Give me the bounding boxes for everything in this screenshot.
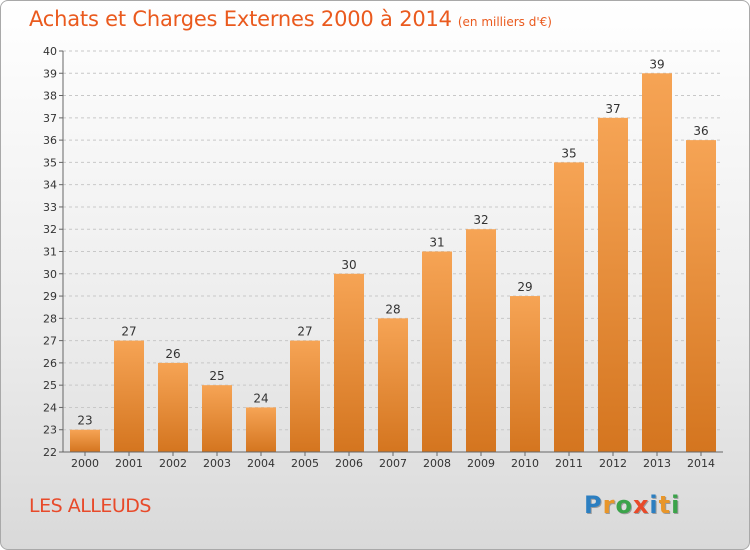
y-tick-label: 33 — [43, 201, 57, 214]
title-text: Achats et Charges Externes 2000 à 2014 — [29, 7, 452, 31]
x-tick-label: 2004 — [247, 457, 275, 470]
data-label-2012: 37 — [605, 102, 620, 116]
bar-2000 — [70, 429, 100, 452]
bar-2014 — [686, 140, 716, 452]
bar-2004 — [246, 407, 276, 452]
x-axis-ticks: 2000 2001 2002 2003 2004 2005 2006 2007 2008 2009… — [71, 452, 715, 470]
bar-2013 — [642, 73, 672, 453]
x-tick-label: 2013 — [643, 457, 671, 470]
data-label-2009: 32 — [473, 213, 488, 227]
y-tick-label: 35 — [43, 156, 57, 169]
x-tick-label: 2002 — [159, 457, 187, 470]
y-tick-label: 27 — [43, 335, 57, 348]
logo-letter: i — [649, 491, 659, 519]
y-axis-ticks: 22 23 24 25 26 27 28 29 30 31 32 33 34 35 36 37 38 39 40 — [43, 45, 63, 459]
logo-letter: t — [658, 491, 672, 519]
bar-2005 — [290, 340, 320, 452]
y-tick-label: 28 — [43, 312, 57, 325]
bar-2009 — [466, 229, 496, 452]
data-label-2001: 27 — [121, 325, 136, 339]
x-tick-label: 2010 — [511, 457, 539, 470]
bars — [70, 73, 716, 453]
y-tick-label: 23 — [43, 424, 57, 437]
bar-2006 — [334, 273, 364, 452]
y-tick-label: 34 — [43, 179, 57, 192]
x-tick-label: 2003 — [203, 457, 231, 470]
bar-2012 — [598, 117, 628, 452]
data-label-2000: 23 — [77, 414, 92, 428]
y-tick-label: 39 — [43, 67, 57, 80]
x-tick-label: 2006 — [335, 457, 363, 470]
chart-title: Achats et Charges Externes 2000 à 2014 (e… — [29, 7, 552, 31]
x-tick-label: 2011 — [555, 457, 583, 470]
data-label-2006: 30 — [341, 258, 356, 272]
y-tick-label: 31 — [43, 246, 57, 259]
data-label-2007: 28 — [385, 302, 400, 316]
data-label-2004: 24 — [253, 391, 268, 405]
data-label-2013: 39 — [649, 57, 664, 71]
x-tick-label: 2012 — [599, 457, 627, 470]
x-tick-label: 2009 — [467, 457, 495, 470]
data-label-2011: 35 — [561, 146, 576, 160]
x-tick-label: 2005 — [291, 457, 319, 470]
x-tick-label: 2007 — [379, 457, 407, 470]
data-label-2010: 29 — [517, 280, 532, 294]
y-tick-label: 25 — [43, 379, 57, 392]
logo-letter: o — [615, 491, 633, 519]
logo-letter: P — [584, 491, 603, 519]
data-labels: 23 27 26 25 24 27 30 28 31 32 29 35 37 39 36 — [77, 57, 708, 427]
data-label-2002: 26 — [165, 347, 180, 361]
proxiti-logo: Proxiti — [584, 491, 680, 519]
y-tick-label: 29 — [43, 290, 57, 303]
bar-2002 — [158, 362, 188, 452]
data-label-2014: 36 — [693, 124, 708, 138]
x-tick-label: 2001 — [115, 457, 143, 470]
chart-subtitle: (en milliers d'€) — [457, 15, 552, 29]
bar-2011 — [554, 162, 584, 452]
bar-2003 — [202, 385, 232, 452]
y-tick-label: 24 — [43, 401, 57, 414]
data-label-2003: 25 — [209, 369, 224, 383]
y-tick-label: 22 — [43, 446, 57, 459]
data-label-2005: 27 — [297, 325, 312, 339]
y-tick-label: 38 — [43, 90, 57, 103]
x-tick-label: 2014 — [687, 457, 715, 470]
y-tick-label: 36 — [43, 134, 57, 147]
bar-2001 — [114, 340, 144, 452]
bar-2007 — [378, 318, 408, 452]
y-tick-label: 26 — [43, 357, 57, 370]
x-tick-label: 2000 — [71, 457, 99, 470]
y-tick-label: 37 — [43, 112, 57, 125]
bar-2010 — [510, 296, 540, 452]
y-tick-label: 40 — [43, 45, 57, 58]
x-tick-label: 2008 — [423, 457, 451, 470]
y-tick-label: 30 — [43, 268, 57, 281]
logo-letter: r — [602, 491, 616, 519]
commune-name: LES ALLEUDS — [29, 495, 151, 517]
logo-letter: i — [671, 491, 681, 519]
bar-2008 — [422, 251, 452, 452]
data-label-2008: 31 — [429, 236, 444, 250]
logo-letter: x — [632, 491, 650, 519]
y-tick-label: 32 — [43, 223, 57, 236]
